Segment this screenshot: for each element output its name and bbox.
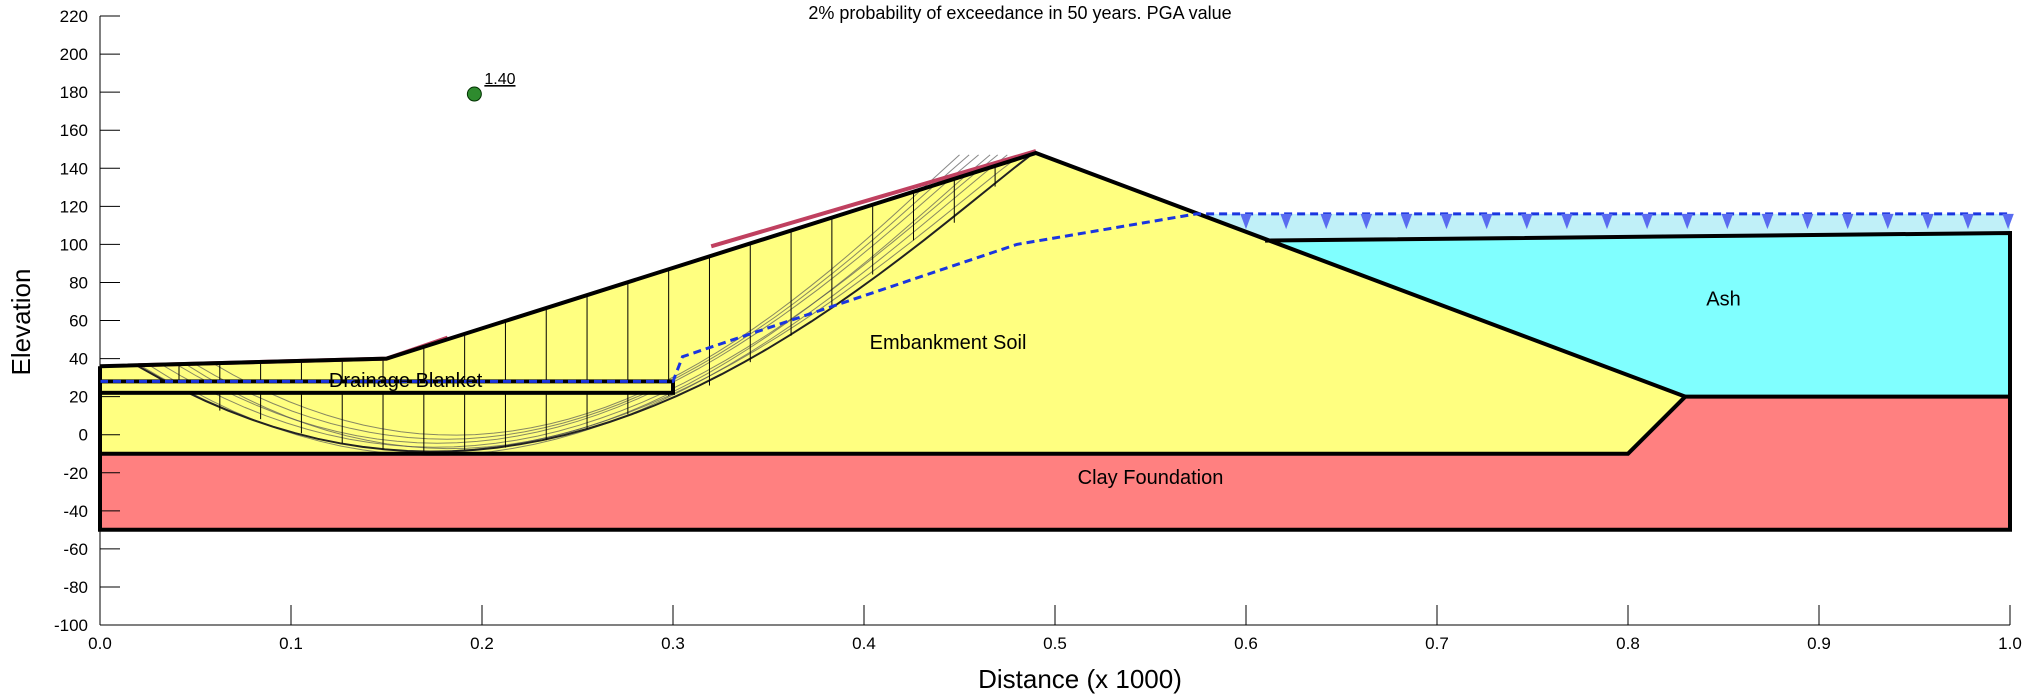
water-pressure-arrow [1320, 213, 1332, 230]
material-label-clay-foundation: Clay Foundation [1078, 467, 1224, 489]
critical-slip-surface [137, 150, 1037, 453]
water-pressure-arrow [2002, 213, 2014, 230]
x-tick-label: 0.6 [1234, 634, 1258, 653]
water-pressure-arrow [1280, 213, 1292, 230]
trial-slip-surface [185, 154, 991, 450]
y-tick-label: 120 [60, 197, 88, 216]
region-labels: Embankment Soil Ash Clay Foundation Drainag… [329, 288, 1741, 489]
water-pressure-arrow [1962, 213, 1974, 230]
water-pressure-arrow [1721, 213, 1733, 230]
y-tick-label: -40 [63, 502, 88, 521]
water-pressure-arrow [1922, 213, 1934, 230]
water-pressure-arrow [1400, 213, 1413, 230]
water-pressure-arrow [1882, 213, 1894, 230]
water-pressure-arrow [1841, 213, 1854, 230]
water-pressure-arrow [1240, 213, 1252, 230]
y-tick-label: 140 [60, 159, 88, 178]
exit-range-marker [710, 149, 1037, 249]
water-pressure-arrow [1601, 213, 1613, 230]
water-pressure-arrow [1480, 213, 1493, 230]
x-tick-label: 0.4 [852, 634, 876, 653]
plot-area: 1.40 [98, 71, 2014, 532]
x-tick-label: 0.5 [1043, 634, 1067, 653]
x-tick-label: 0.0 [88, 634, 112, 653]
x-axis-label: Distance (x 1000) [978, 664, 1182, 694]
y-tick-label: 200 [60, 45, 88, 64]
water-pressure-arrow [1561, 213, 1573, 230]
water-pressure-arrow [1360, 213, 1373, 230]
water-pressure-arrow [1761, 213, 1774, 230]
water-pressure-arrow [1801, 213, 1814, 230]
y-tick-label: 220 [60, 7, 88, 26]
trial-slip-surface [160, 154, 999, 448]
y-tick-label: -100 [54, 616, 88, 635]
factor-of-safety-label: 1.40 [484, 71, 515, 88]
x-tick-label: 0.2 [470, 634, 494, 653]
x-tick-label: 1.0 [1998, 634, 2022, 653]
material-label-embankment-soil: Embankment Soil [870, 332, 1027, 354]
trial-slip-surface [195, 154, 970, 440]
material-label-drainage-blanket: Drainage Blanket [329, 370, 483, 392]
slip-center-marker [466, 86, 482, 102]
y-tick-label: 80 [69, 273, 88, 292]
water-pressure-arrow [1440, 213, 1453, 230]
y-tick-label: 40 [69, 350, 88, 369]
y-tick-label: 180 [60, 83, 88, 102]
water-pressure-arrow [1681, 213, 1693, 230]
water-pressure-arrow [1521, 213, 1533, 230]
y-tick-label: 100 [60, 235, 88, 254]
y-tick-label: 160 [60, 121, 88, 140]
material-label-ash: Ash [1706, 288, 1740, 310]
y-tick-label: 20 [69, 388, 88, 407]
chart-title: 2% probability of exceedance in 50 years… [808, 3, 1231, 23]
axes: 220200180160140120100806040200-20-40-60-… [54, 7, 2022, 653]
y-tick-label: 60 [69, 312, 88, 331]
x-tick-label: 0.1 [279, 634, 303, 653]
clay-foundation-region [100, 396, 2010, 530]
embankment-soil-region [100, 153, 1686, 454]
x-tick-label: 0.3 [661, 634, 685, 653]
y-tick-label: 0 [79, 426, 88, 445]
y-tick-label: -80 [63, 578, 88, 597]
y-tick-label: -60 [63, 540, 88, 559]
x-tick-label: 0.8 [1616, 634, 1640, 653]
x-tick-label: 0.7 [1425, 634, 1449, 653]
trial-slip-surface [176, 154, 979, 444]
y-axis-label: Elevation [6, 269, 36, 376]
y-tick-label: -20 [63, 464, 88, 483]
ash-region [1265, 233, 2010, 397]
x-tick-label: 0.9 [1807, 634, 1831, 653]
water-pressure-arrow [1641, 213, 1653, 230]
